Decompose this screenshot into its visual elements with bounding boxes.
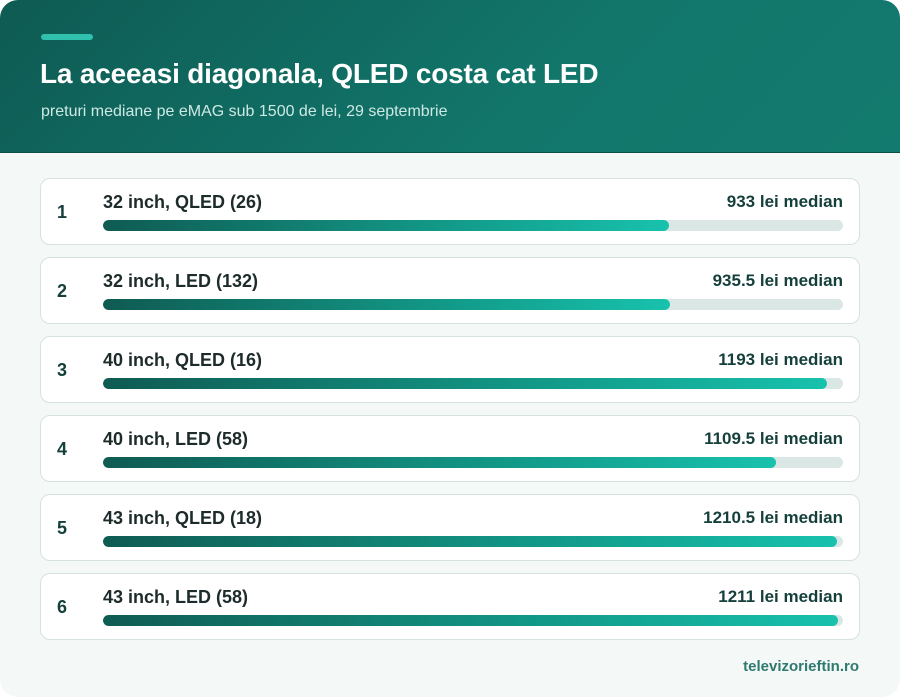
bar-fill	[103, 615, 838, 626]
bar-rows: 1 32 inch, QLED (26) 933 lei median 2 32 inc…	[40, 178, 860, 652]
bar-label: 32 inch, QLED (26)	[103, 192, 263, 212]
bar-value-label: 933 lei median	[726, 192, 843, 211]
bar-label: 40 inch, LED (58)	[103, 429, 249, 449]
bar-value-label: 935.5 lei median	[712, 271, 843, 290]
bar-track	[103, 299, 843, 310]
bar-rank: 3	[57, 360, 68, 380]
chart-header: La aceeasi diagonala, QLED costa cat LED…	[0, 0, 900, 153]
bar-value-label: 1193 lei median	[718, 350, 843, 369]
bar-rank: 5	[57, 518, 68, 538]
bar-fill	[103, 536, 838, 547]
bar-row-6: 6 43 inch, LED (58) 1211 lei median	[40, 573, 860, 640]
bar-rank: 1	[57, 202, 68, 222]
bar-track	[103, 378, 843, 389]
bar-value-label: 1109.5 lei median	[704, 429, 843, 448]
bar-fill	[103, 220, 669, 231]
bar-track	[103, 615, 843, 626]
bar-fill	[103, 378, 827, 389]
bar-fill	[103, 457, 776, 468]
bar-label: 32 inch, LED (132)	[103, 271, 259, 291]
bar-label: 43 inch, LED (58)	[103, 587, 249, 607]
bar-value-label: 1210.5 lei median	[703, 508, 843, 527]
accent-bar	[41, 34, 93, 40]
bar-fill	[103, 299, 671, 310]
bar-track	[103, 536, 843, 547]
bar-rank: 6	[57, 597, 68, 617]
bar-row-1: 1 32 inch, QLED (26) 933 lei median	[40, 178, 860, 245]
bar-track	[103, 457, 843, 468]
bar-rank: 4	[57, 439, 68, 459]
bar-label: 40 inch, QLED (16)	[103, 350, 263, 370]
chart-subtitle: preturi mediane pe eMAG sub 1500 de lei,…	[41, 103, 448, 120]
bar-row-3: 3 40 inch, QLED (16) 1193 lei median	[40, 336, 860, 403]
bar-label: 43 inch, QLED (18)	[103, 508, 263, 528]
bar-value-label: 1211 lei median	[718, 587, 843, 606]
bar-row-2: 2 32 inch, LED (132) 935.5 lei median	[40, 257, 860, 324]
bar-row-5: 5 43 inch, QLED (18) 1210.5 lei median	[40, 494, 860, 561]
bar-track	[103, 220, 843, 231]
chart-title: La aceeasi diagonala, QLED costa cat LED	[40, 58, 599, 89]
source-footer: televizorieftin.ro	[743, 658, 859, 675]
bar-rank: 2	[57, 281, 68, 301]
bar-row-4: 4 40 inch, LED (58) 1109.5 lei median	[40, 415, 860, 482]
